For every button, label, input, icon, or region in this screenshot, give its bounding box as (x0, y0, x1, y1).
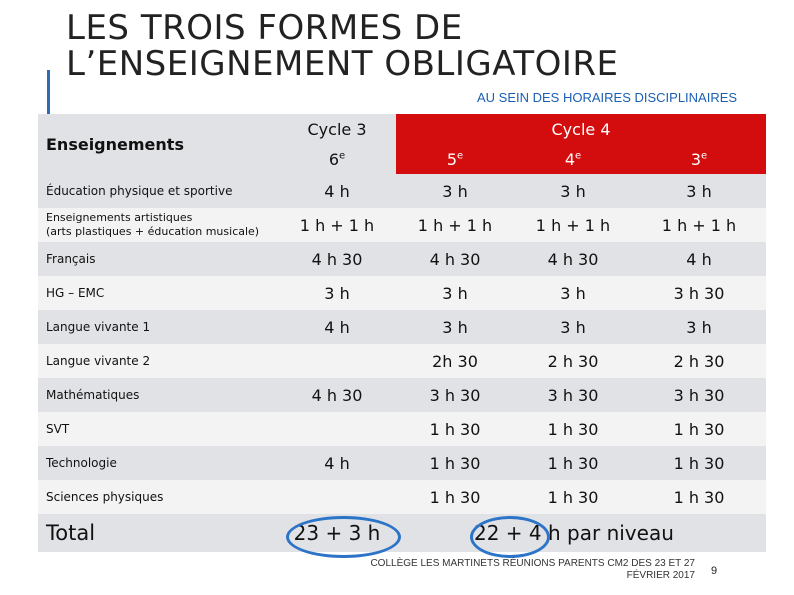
table-row: Français 4 h 30 4 h 30 4 h 30 4 h (38, 242, 766, 276)
level-4e-sup: e (575, 150, 582, 162)
hours-5e: 3 h (396, 310, 514, 344)
subject-label: SVT (38, 412, 278, 446)
hours-3e: 3 h (632, 310, 766, 344)
footer-line-1: COLLÈGE LES MARTINETS RÉUNIONS PARENTS C… (370, 558, 695, 569)
hours-5e: 2h 30 (396, 344, 514, 378)
hours-3e: 1 h + 1 h (632, 208, 766, 242)
highlight-ring-cycle3 (286, 516, 401, 558)
header-row-cycles: Enseignements Cycle 3 Cycle 4 (38, 114, 766, 174)
hours-3e: 3 h 30 (632, 378, 766, 412)
subject-label: HG – EMC (38, 276, 278, 310)
slide-subtitle: AU SEIN DES HORAIRES DISCIPLINAIRES (477, 90, 738, 105)
hours-4e: 3 h (514, 174, 632, 208)
table-row: Mathématiques 4 h 30 3 h 30 3 h 30 3 h 3… (38, 378, 766, 412)
table-row: Langue vivante 2 2h 30 2 h 30 2 h 30 (38, 344, 766, 378)
hours-6e: 4 h (278, 446, 396, 480)
total-cycle4: 22 + 4 h par niveau (396, 514, 766, 552)
hours-5e: 3 h (396, 276, 514, 310)
subject-label: Français (38, 242, 278, 276)
level-3e-num: 3 (690, 149, 702, 169)
hours-4e: 3 h (514, 310, 632, 344)
hours-5e: 1 h 30 (396, 446, 514, 480)
hours-3e: 1 h 30 (632, 480, 766, 514)
subject-label-line2: (arts plastiques + éducation musicale) (46, 225, 260, 238)
hours-6e: 4 h (278, 310, 396, 344)
hours-4e: 4 h 30 (514, 242, 632, 276)
table-row: Technologie 4 h 1 h 30 1 h 30 1 h 30 (38, 446, 766, 480)
level-6e-num: 6 (328, 149, 340, 169)
hours-5e: 1 h + 1 h (396, 208, 514, 242)
hours-3e: 4 h (632, 242, 766, 276)
subject-label: Technologie (38, 446, 278, 480)
hours-4e: 3 h (514, 276, 632, 310)
cycle4-header: Cycle 4 (396, 114, 766, 144)
subject-label: Éducation physique et sportive (38, 174, 278, 208)
subject-label-line1: Enseignements artistiques (46, 211, 193, 224)
hours-4e: 3 h 30 (514, 378, 632, 412)
hours-5e: 3 h (396, 174, 514, 208)
subject-label: Langue vivante 1 (38, 310, 278, 344)
hours-6e (278, 344, 396, 378)
level-5e-num: 5 (446, 149, 458, 169)
subject-label: Enseignements artistiques (arts plastiqu… (38, 208, 278, 242)
hours-5e: 3 h 30 (396, 378, 514, 412)
subject-label: Sciences physiques (38, 480, 278, 514)
level-3e: 3e (632, 144, 766, 174)
hours-3e: 3 h (632, 174, 766, 208)
table-row: HG – EMC 3 h 3 h 3 h 3 h 30 (38, 276, 766, 310)
title-line-1: LES TROIS FORMES DE (66, 8, 463, 48)
hours-4e: 1 h 30 (514, 412, 632, 446)
hours-6e: 1 h + 1 h (278, 208, 396, 242)
hours-6e: 4 h 30 (278, 242, 396, 276)
level-3e-sup: e (701, 150, 708, 162)
hours-3e: 2 h 30 (632, 344, 766, 378)
level-5e: 5e (396, 144, 514, 174)
level-5e-sup: e (457, 150, 464, 162)
hours-3e: 1 h 30 (632, 412, 766, 446)
hours-6e (278, 480, 396, 514)
level-4e: 4e (514, 144, 632, 174)
hours-6e: 3 h (278, 276, 396, 310)
level-6e: 6e (278, 144, 396, 174)
footer-text: COLLÈGE LES MARTINETS RÉUNIONS PARENTS C… (330, 558, 695, 582)
hours-4e: 1 h 30 (514, 480, 632, 514)
table-row: Langue vivante 1 4 h 3 h 3 h 3 h (38, 310, 766, 344)
hours-6e (278, 412, 396, 446)
label-header: Enseignements (38, 114, 278, 174)
hours-6e: 4 h (278, 174, 396, 208)
hours-5e: 4 h 30 (396, 242, 514, 276)
title-line-2: L’ENSEIGNEMENT OBLIGATOIRE (66, 44, 619, 84)
hours-5e: 1 h 30 (396, 412, 514, 446)
slide-title: LES TROIS FORMES DE L’ENSEIGNEMENT OBLIG… (66, 10, 619, 82)
hours-4e: 1 h + 1 h (514, 208, 632, 242)
header-row-levels: 6e 5e 4e 3e (38, 144, 766, 174)
footer-line-2: FÉVRIER 2017 (626, 570, 695, 581)
schedule-table: Enseignements Cycle 3 Cycle 4 6e 5e 4e 3… (38, 114, 766, 552)
table-row: SVT 1 h 30 1 h 30 1 h 30 (38, 412, 766, 446)
table-row: Enseignements artistiques (arts plastiqu… (38, 208, 766, 242)
cycle3-header: Cycle 3 (278, 114, 396, 144)
highlight-ring-cycle4 (470, 516, 550, 558)
page-number: 9 (711, 565, 718, 577)
subject-label: Langue vivante 2 (38, 344, 278, 378)
total-label: Total (38, 514, 278, 552)
level-6e-sup: e (339, 150, 346, 162)
subject-label: Mathématiques (38, 378, 278, 412)
total-row: Total 23 + 3 h 22 + 4 h par niveau (38, 514, 766, 552)
table-row: Éducation physique et sportive 4 h 3 h 3… (38, 174, 766, 208)
hours-4e: 1 h 30 (514, 446, 632, 480)
accent-bar (47, 70, 50, 118)
table-row: Sciences physiques 1 h 30 1 h 30 1 h 30 (38, 480, 766, 514)
hours-5e: 1 h 30 (396, 480, 514, 514)
level-4e-num: 4 (564, 149, 576, 169)
hours-3e: 3 h 30 (632, 276, 766, 310)
hours-4e: 2 h 30 (514, 344, 632, 378)
hours-3e: 1 h 30 (632, 446, 766, 480)
hours-6e: 4 h 30 (278, 378, 396, 412)
